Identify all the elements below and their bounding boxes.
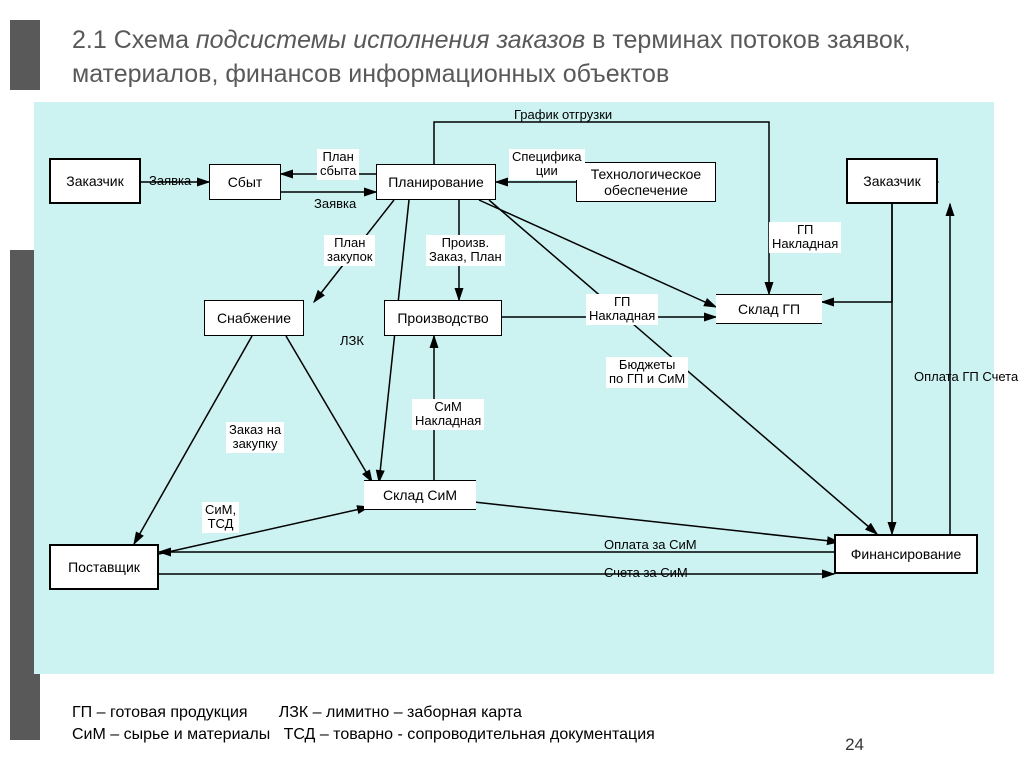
node-sales: Сбыт [209,164,281,200]
sidebar-block [10,20,40,90]
edge [434,122,769,294]
slide-title: 2.1 Схема подсистемы исполнения заказов … [72,24,972,92]
edge [159,507,369,554]
title-italic: подсистемы исполнения заказов [196,26,585,54]
page-number: 24 [845,735,864,755]
node-supply: Снабжение [204,300,304,336]
edge [379,200,409,482]
node-production: Производство [384,300,502,336]
store-sklad_sim: Склад СиМ [364,480,476,510]
label-l_grafik: График отгрузки [514,108,612,122]
label-l_oplata_gp: Оплата ГП Счета [914,370,1018,384]
node-planning: Планирование [376,164,496,200]
label-l_sim_nak: СиМНакладная [412,399,484,430]
label-l_sim_tsd: СиМ,ТСД [202,502,239,533]
legend-gp: ГП – готовая продукция [72,704,248,721]
label-l_zakaz_zak: Заказ назакупку [226,422,284,453]
edge [286,336,372,482]
edge [479,200,716,307]
node-supplier: Поставщик [49,544,159,590]
label-l_scheta_sim: Счета за СиМ [604,566,688,580]
flow-diagram: Заказчик Сбыт Планирование Технологическоео… [34,102,994,674]
label-l_zayavka1: Заявка [149,174,191,188]
node-customer_r: Заказчик [846,158,938,204]
store-sklad_gp: Склад ГП [716,294,822,324]
legend-tsd: ТСД – товарно - сопроводительная докумен… [284,726,655,743]
label-l_plan_sbyta: Плансбыта [317,149,359,180]
label-l_plan_zak: Планзакупок [324,235,375,266]
label-l_gp_nak1: ГПНакладная [586,294,658,325]
label-l_proizv: Произв.Заказ, План [426,235,505,266]
node-finance: Финансирование [834,534,978,574]
legend-lzk: ЛЗК – лимитно – заборная карта [279,704,522,721]
legend-sim: СиМ – сырье и материалы [72,726,270,743]
title-prefix: 2.1 Схема [72,26,196,54]
node-tech: Технологическоеобеспечение [576,162,716,202]
label-l_gp_nak2: ГПНакладная [769,222,841,253]
label-l_lzk: ЛЗК [340,334,364,348]
label-l_spec: Спецификации [509,149,585,180]
label-l_oplata_sim: Оплата за СиМ [604,538,697,552]
legend: ГП – готовая продукция ЛЗК – лимитно – з… [72,702,655,745]
node-customer_l: Заказчик [49,158,141,204]
label-l_zayavka2: Заявка [314,197,356,211]
label-l_budget: Бюджетыпо ГП и СиМ [606,357,688,388]
edge [474,502,839,542]
